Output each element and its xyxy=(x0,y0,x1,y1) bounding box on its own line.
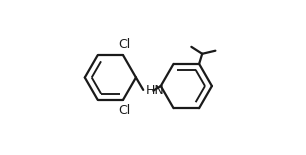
Text: Cl: Cl xyxy=(118,104,130,117)
Text: HN: HN xyxy=(146,84,165,97)
Text: Cl: Cl xyxy=(118,38,130,51)
